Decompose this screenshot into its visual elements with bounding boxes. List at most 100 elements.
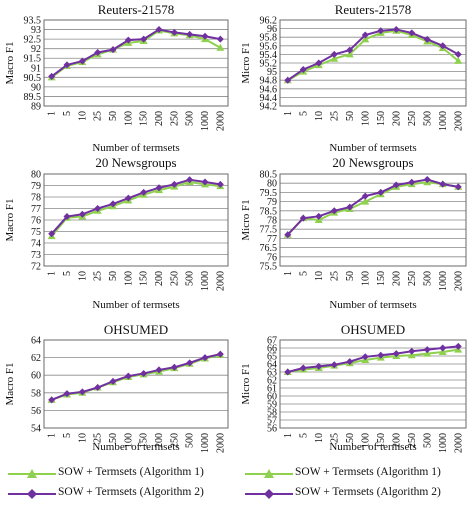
y-tick-label: 93.5 bbox=[24, 16, 42, 27]
y-tick-label: 95.2 bbox=[260, 59, 278, 70]
data-point-diamond bbox=[330, 361, 338, 369]
x-tick-label: 150 bbox=[139, 271, 150, 286]
data-point-diamond bbox=[361, 192, 369, 200]
y-tick-label: 66 bbox=[267, 344, 277, 355]
y-tick-label: 67 bbox=[267, 336, 277, 347]
data-point-diamond bbox=[48, 72, 56, 80]
y-tick-label: 65 bbox=[267, 352, 277, 363]
data-point-diamond bbox=[284, 368, 292, 376]
y-tick-label: 56 bbox=[267, 424, 277, 435]
data-point-diamond bbox=[315, 59, 323, 67]
data-point-diamond bbox=[155, 366, 163, 374]
y-tick-label: 76.5 bbox=[260, 243, 278, 254]
x-tick-label: 200 bbox=[391, 271, 402, 286]
chart-panel: 54 56 58 60 62 64 1 5 10 25 50 100 150 200 250 500 1000 2… bbox=[4, 322, 229, 453]
y-axis-label: Micro F1 bbox=[240, 199, 252, 240]
legend-item-algorithm-2: SOW + Termsets (Algorithm 2) bbox=[0, 484, 237, 504]
data-point-diamond bbox=[124, 372, 132, 380]
data-point-diamond bbox=[423, 346, 431, 354]
x-tick-label: 150 bbox=[139, 433, 150, 448]
x-tick-label: 2000 bbox=[215, 433, 226, 453]
x-tick-label: 1000 bbox=[200, 271, 211, 291]
y-tick-label: 94.2 bbox=[260, 102, 278, 113]
data-point-diamond bbox=[330, 207, 338, 215]
y-tick-label: 91.5 bbox=[24, 54, 42, 65]
y-tick-label: 79 bbox=[267, 197, 277, 208]
x-tick-label: 5 bbox=[62, 111, 73, 116]
y-tick-label: 94.6 bbox=[260, 84, 278, 95]
plot-frame bbox=[43, 19, 229, 107]
x-tick-label: 1 bbox=[283, 271, 294, 276]
x-tick-label: 2000 bbox=[215, 111, 226, 131]
data-point-triangle bbox=[361, 197, 370, 205]
data-point-diamond bbox=[423, 35, 431, 43]
x-tick-label: 5 bbox=[62, 433, 73, 438]
x-tick-label: 25 bbox=[329, 111, 340, 121]
y-tick-label: 79 bbox=[31, 181, 41, 192]
x-tick-label: 250 bbox=[407, 433, 418, 448]
data-point-diamond bbox=[186, 30, 194, 38]
series-line bbox=[287, 348, 459, 373]
legend-item-algorithm-2: SOW + Termsets (Algorithm 2) bbox=[237, 484, 474, 504]
x-tick-label: 100 bbox=[123, 111, 134, 126]
y-tick-label: 75 bbox=[31, 227, 41, 238]
data-point-diamond bbox=[109, 46, 117, 54]
x-tick-label: 10 bbox=[77, 111, 88, 121]
x-tick-label: 50 bbox=[345, 271, 356, 281]
data-point-diamond bbox=[377, 351, 385, 359]
data-point-diamond bbox=[392, 181, 400, 189]
x-tick-label: 100 bbox=[123, 271, 134, 286]
y-tick-label: 94.4 bbox=[260, 93, 278, 104]
x-tick-label: 500 bbox=[185, 111, 196, 126]
y-tick-label: 89 bbox=[31, 102, 41, 113]
y-tick-label: 95.6 bbox=[260, 41, 278, 52]
data-point-diamond bbox=[284, 231, 292, 239]
y-tick-label: 96 bbox=[267, 24, 277, 35]
data-point-triangle bbox=[216, 43, 225, 51]
data-point-diamond bbox=[124, 194, 132, 202]
data-point-diamond bbox=[299, 214, 307, 222]
diamond-marker-icon bbox=[245, 489, 293, 499]
y-tick-label: 73 bbox=[31, 250, 41, 261]
y-tick-label: 92 bbox=[31, 44, 41, 55]
chart-title: 20 Newsgroups bbox=[95, 155, 176, 170]
x-tick-label: 200 bbox=[154, 433, 165, 448]
x-tick-label: 200 bbox=[391, 433, 402, 448]
legend-right: SOW + Termsets (Algorithm 1) SOW + Terms… bbox=[237, 458, 474, 507]
data-point-triangle bbox=[345, 50, 354, 58]
series-line bbox=[50, 178, 221, 235]
x-tick-label: 250 bbox=[169, 271, 180, 286]
y-tick-label: 60 bbox=[31, 371, 41, 382]
x-tick-label: 1000 bbox=[438, 271, 449, 291]
data-point-diamond bbox=[454, 183, 462, 191]
x-tick-label: 2000 bbox=[453, 111, 464, 131]
data-point-diamond bbox=[63, 213, 71, 221]
data-point-diamond bbox=[63, 390, 71, 398]
data-point-diamond bbox=[454, 342, 462, 350]
x-tick-label: 250 bbox=[407, 271, 418, 286]
data-point-diamond bbox=[392, 25, 400, 33]
y-tick-label: 93 bbox=[31, 25, 41, 36]
chart-title: 20 Newsgroups bbox=[332, 155, 413, 170]
y-tick-label: 78 bbox=[267, 216, 277, 227]
data-point-diamond bbox=[140, 188, 148, 196]
x-tick-label: 10 bbox=[314, 271, 325, 281]
x-tick-label: 250 bbox=[407, 111, 418, 126]
plot-frame bbox=[43, 173, 229, 267]
y-tick-label: 56 bbox=[31, 406, 41, 417]
diamond-marker-icon bbox=[8, 489, 56, 499]
x-tick-label: 500 bbox=[422, 271, 433, 286]
x-tick-label: 50 bbox=[345, 111, 356, 121]
data-point-diamond bbox=[63, 61, 71, 69]
data-point-diamond bbox=[346, 203, 354, 211]
data-point-diamond bbox=[78, 57, 86, 65]
data-point-diamond bbox=[94, 205, 102, 212]
y-tick-label: 90 bbox=[31, 82, 41, 93]
y-axis-label: Micro F1 bbox=[240, 363, 252, 404]
x-tick-label: 150 bbox=[139, 111, 150, 126]
chart-title: Reuters-21578 bbox=[335, 2, 412, 17]
chart-title: OHSUMED bbox=[104, 322, 168, 337]
x-tick-label: 5 bbox=[62, 271, 73, 276]
y-tick-label: 79.5 bbox=[260, 188, 278, 199]
